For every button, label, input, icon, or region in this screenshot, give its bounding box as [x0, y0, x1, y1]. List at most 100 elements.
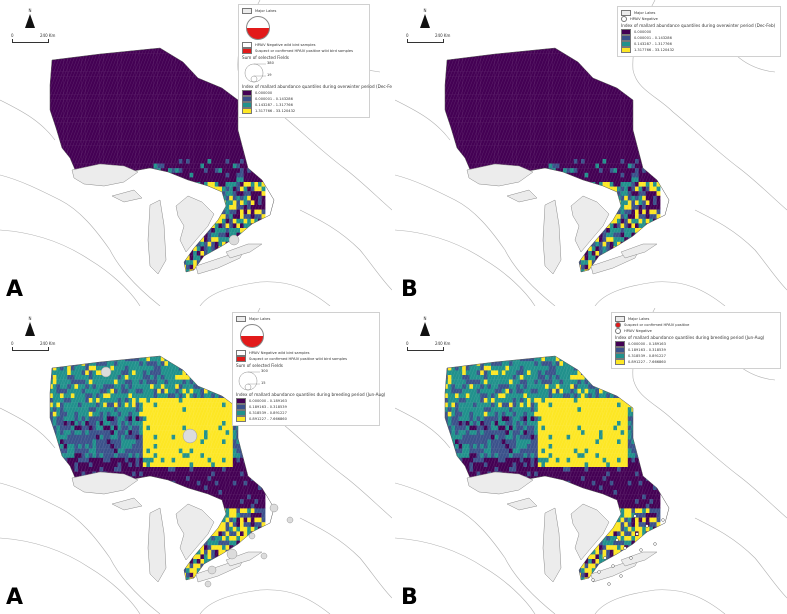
grid-cell [157, 67, 161, 72]
grid-cell [523, 149, 528, 155]
grid-cell [46, 136, 50, 141]
grid-cell [617, 172, 621, 178]
grid-cell [494, 48, 499, 54]
grid-cell [42, 131, 46, 136]
grid-cell [559, 71, 564, 77]
grid-cell [222, 237, 226, 242]
grid-cell [114, 67, 118, 72]
grid-cell [645, 113, 650, 118]
grid-cell [196, 168, 201, 173]
grid-cell [42, 108, 46, 113]
grid-cell [52, 177, 57, 183]
grid-cell [160, 122, 165, 127]
grid-cell [132, 241, 136, 247]
grid-cell [146, 186, 151, 192]
grid-cell [232, 186, 237, 192]
grid-cell [52, 168, 57, 173]
grid-cell [146, 85, 151, 91]
grid-cell [631, 131, 636, 137]
grid-cell [42, 99, 46, 104]
grid-cell [534, 48, 538, 49]
grid-cell [117, 117, 122, 123]
grid-cell [523, 57, 528, 63]
grid-cell [250, 172, 255, 178]
grid-cell [541, 126, 546, 132]
grid-cell [88, 94, 93, 100]
grid-cell [207, 76, 212, 81]
grid-cell [182, 159, 187, 164]
grid-cell [635, 172, 639, 178]
grid-cell [225, 269, 230, 272]
grid-cell [46, 219, 50, 224]
grid-cell [570, 85, 574, 91]
grid-cell [222, 117, 226, 123]
grid-cell [505, 136, 510, 141]
grid-cell [516, 67, 520, 72]
grid-cell [225, 195, 230, 201]
grid-cell [207, 140, 212, 146]
grid-cell [200, 131, 205, 137]
grid-cell [545, 67, 549, 72]
grid-cell [555, 145, 560, 150]
grid-cell [458, 53, 463, 58]
grid-cell [160, 163, 165, 169]
grid-cell [103, 85, 107, 91]
grid-cell [512, 108, 517, 114]
grid-cell [563, 48, 567, 54]
grid-cell [150, 122, 154, 127]
grid-cell [175, 223, 179, 229]
grid-cell [258, 214, 262, 219]
grid-cell [548, 48, 553, 54]
grid-cell [519, 53, 524, 58]
grid-cell [473, 163, 477, 169]
grid-cell [128, 205, 133, 210]
grid-cell [451, 163, 456, 169]
grid-cell [117, 241, 122, 247]
grid-cell [56, 251, 61, 256]
grid-cell [168, 85, 172, 91]
grid-cell [150, 71, 154, 77]
grid-cell [121, 218, 125, 224]
grid-cell [447, 168, 452, 173]
grid-cell [570, 145, 574, 150]
grid-cell [627, 117, 632, 123]
grid-cell [81, 228, 86, 233]
grid-cell [595, 85, 600, 91]
grid-cell [207, 67, 212, 72]
grid-cell [642, 62, 646, 68]
grid-cell [218, 168, 223, 173]
grid-cell [642, 76, 646, 81]
grid-cell [498, 99, 502, 104]
grid-cell [620, 76, 625, 81]
grid-cell [157, 57, 161, 63]
grid-cell [516, 154, 520, 160]
grid-cell [451, 62, 456, 68]
grid-cell [218, 172, 223, 178]
grid-cell [566, 136, 571, 141]
grid-cell [164, 113, 169, 118]
grid-cell [469, 57, 474, 63]
grid-cell [487, 136, 492, 141]
grid-cell [236, 172, 241, 178]
grid-cell [204, 168, 208, 173]
grid-cell [78, 195, 82, 201]
grid-cell [96, 214, 100, 219]
grid-cell [534, 117, 538, 123]
grid-cell [559, 168, 564, 173]
grid-cell [60, 126, 64, 132]
grid-cell [236, 228, 241, 233]
grid-cell [445, 122, 448, 127]
grid-cell [214, 48, 219, 49]
grid-cell [99, 269, 104, 272]
grid-cell [193, 246, 197, 252]
grid-cell [214, 168, 219, 173]
grid-cell [103, 113, 107, 118]
grid-cell [139, 94, 143, 100]
grid-cell [171, 237, 176, 242]
grid-cell [437, 85, 441, 90]
grid-cell [225, 191, 230, 196]
grid-cell [132, 122, 136, 127]
grid-cell [581, 108, 585, 114]
grid-cell [469, 108, 474, 114]
grid-cell [573, 71, 578, 77]
